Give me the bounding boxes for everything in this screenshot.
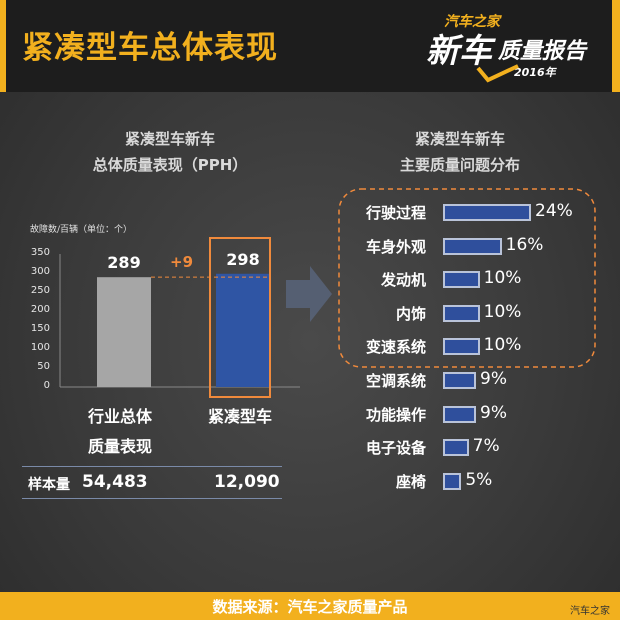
y-tick-label: 0 (43, 380, 50, 391)
issue-bar (443, 237, 502, 255)
bar-label-industry-overall: 289 (107, 253, 141, 273)
issue-value-label: 10% (483, 301, 522, 322)
issue-bar (443, 304, 480, 322)
logo-brand: 汽车之家 (444, 13, 502, 30)
report-logo: 汽车之家 新车 质量报告 2016年 (426, 13, 588, 83)
issue-category-label: 座椅 (395, 472, 426, 491)
issue-category-label: 发动机 (380, 271, 426, 290)
issue-bar (443, 472, 462, 490)
issue-category-label: 电子设备 (365, 439, 426, 458)
category-industry-overall: 行业总体 质量表现 (70, 402, 170, 462)
issue-value-label: 5% (465, 469, 493, 490)
page-title: 紧凑型车总体表现 (22, 30, 278, 66)
issue-category-label: 空调系统 (365, 372, 426, 390)
header-bar (0, 0, 620, 92)
y-tick-label: 200 (30, 304, 50, 315)
issue-category-label: 行驶过程 (365, 204, 426, 222)
issue-bar (443, 271, 480, 289)
sample-top-rule (22, 466, 282, 467)
issue-value-label: 7% (472, 436, 500, 457)
issue-value-label: 24% (535, 201, 573, 221)
left-title-line2: 总体质量表现（PPH） (92, 156, 248, 174)
issue-value-label: 10% (483, 268, 522, 289)
header-accent (0, 0, 6, 92)
sample-size-industry: 54,483 (82, 472, 148, 492)
y-tick-label: 100 (30, 342, 50, 353)
logo-checkmark (476, 64, 519, 83)
issue-value-label: 10% (483, 335, 522, 356)
footer-bar (0, 592, 620, 620)
category1-line2: 质量表现 (87, 437, 152, 456)
watermark: 汽车之家 (570, 606, 610, 617)
logo-xinche: 新车 (426, 31, 496, 70)
right-title-line2: 主要质量问题分布 (399, 156, 520, 174)
issue-category-label: 内饰 (395, 304, 426, 323)
category1-line1: 行业总体 (87, 407, 152, 426)
issue-category-label: 车身外观 (365, 237, 426, 256)
category-compact-car: 紧凑型车 (207, 407, 272, 426)
sample-size-compact: 12,090 (214, 472, 280, 492)
right-title-line1: 紧凑型车新车 (414, 130, 505, 148)
arrow-right-icon (286, 266, 332, 322)
issue-bar (443, 405, 476, 423)
data-source: 数据来源：汽车之家质量产品 (212, 598, 408, 616)
logo-year: 2016年 (514, 66, 558, 79)
logo-report: 质量报告 (497, 39, 588, 64)
bar-industry-overall (97, 277, 151, 387)
issue-bar (443, 338, 480, 356)
issue-bar (443, 439, 469, 457)
bar-label-compact-car: 298 (226, 249, 260, 269)
issue-bar (443, 372, 476, 389)
y-axis-unit-label: 故障数/百辆（单位：个） (30, 225, 133, 235)
right-section-title: 紧凑型车新车 主要质量问题分布 (350, 126, 570, 178)
issue-bar (443, 204, 531, 221)
difference-label: +9 (170, 253, 194, 271)
y-tick-label: 250 (30, 285, 50, 296)
issue-category-label: 功能操作 (365, 405, 426, 424)
bar-compact-car (216, 273, 270, 387)
sample-size-label: 样本量 (28, 477, 70, 493)
y-tick-label: 50 (37, 361, 50, 372)
header-right-accent (612, 0, 620, 92)
left-title-line1: 紧凑型车新车 (124, 130, 215, 148)
y-tick-label: 300 (30, 266, 50, 277)
issue-value-label: 16% (505, 234, 544, 255)
compact-car-highlight-box (209, 237, 271, 398)
y-tick-label: 350 (30, 247, 50, 258)
issue-value-label: 9% (480, 402, 507, 423)
y-tick-label: 150 (30, 323, 50, 334)
left-section-title: 紧凑型车新车 总体质量表现（PPH） (60, 126, 280, 178)
sample-bottom-rule (22, 498, 282, 499)
issue-category-label: 变速系统 (365, 338, 426, 357)
issue-value-label: 9% (480, 369, 507, 389)
